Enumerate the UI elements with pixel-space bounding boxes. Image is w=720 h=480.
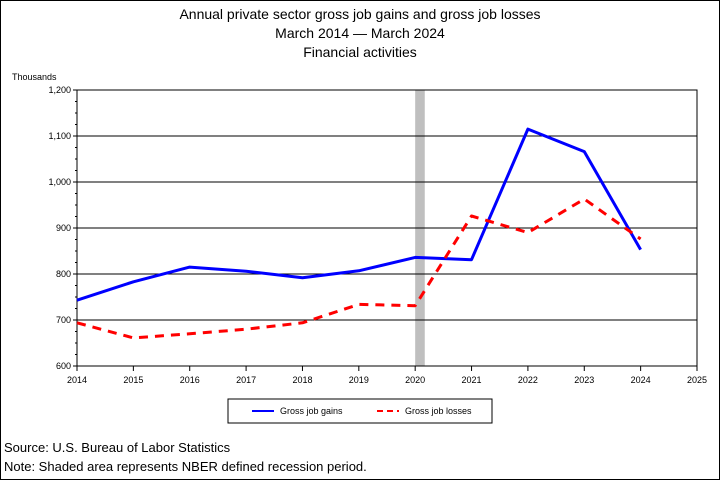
chart-title-line-1: Annual private sector gross job gains an… <box>179 6 540 22</box>
x-tick-label: 2014 <box>67 375 87 385</box>
plot-border <box>76 89 698 367</box>
y-tick-label: 800 <box>56 269 71 279</box>
y-tick-label: 900 <box>56 223 71 233</box>
y-tick-label: 600 <box>56 361 71 371</box>
recession-note: Note: Shaded area represents NBER define… <box>4 459 367 474</box>
x-tick-label: 2024 <box>631 375 651 385</box>
y-tick-label: 1,000 <box>48 177 71 187</box>
x-tick-label: 2025 <box>687 375 707 385</box>
x-tick-label: 2021 <box>462 375 482 385</box>
legend-label-losses: Gross job losses <box>405 406 472 416</box>
x-tick-label: 2023 <box>574 375 594 385</box>
y-tick-label: 1,100 <box>48 131 71 141</box>
series-line-gross-job-losses <box>76 197 642 340</box>
series-line-gross-job-gains <box>76 127 642 302</box>
legend: Gross job gains Gross job losses <box>227 398 493 424</box>
chart-title-line-3: Financial activities <box>303 44 417 60</box>
x-tick-label: 2017 <box>236 375 256 385</box>
y-tick-label: 1,200 <box>48 85 71 95</box>
source-note: Source: U.S. Bureau of Labor Statistics <box>4 440 231 455</box>
y-tick-label: 700 <box>56 315 71 325</box>
x-tick-label: 2015 <box>123 375 143 385</box>
chart-title-line-2: March 2014 — March 2024 <box>275 25 445 41</box>
x-tick-label: 2019 <box>349 375 369 385</box>
x-tick-label: 2020 <box>405 375 425 385</box>
x-tick-label: 2018 <box>292 375 312 385</box>
x-tick-label: 2022 <box>518 375 538 385</box>
plot-area: 600 700 800 900 1,000 1,100 1,200 2014 2015 2016 2… <box>48 85 707 385</box>
x-tick-label: 2016 <box>180 375 200 385</box>
y-axis-label: Thousands <box>12 72 57 82</box>
legend-label-gains: Gross job gains <box>280 406 343 416</box>
